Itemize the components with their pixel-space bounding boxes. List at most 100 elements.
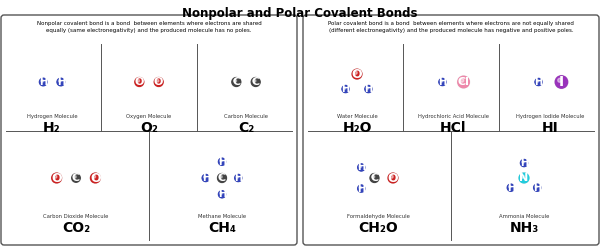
Circle shape [520,174,528,182]
Circle shape [57,78,65,86]
Text: O: O [388,171,398,184]
Circle shape [519,173,529,183]
Text: O: O [134,77,144,87]
Circle shape [235,175,241,181]
Circle shape [458,76,470,88]
Text: H₂O: H₂O [342,121,372,135]
Text: CH₂O: CH₂O [358,221,398,235]
Text: H: H [234,173,242,183]
Circle shape [252,78,260,86]
Text: H: H [341,84,350,94]
Text: O: O [90,171,101,184]
Circle shape [52,173,62,183]
Circle shape [507,184,514,191]
Circle shape [39,78,47,86]
Text: C: C [251,77,260,87]
Circle shape [354,71,357,74]
Circle shape [155,78,163,86]
Text: Polar covalent bond is a bond  between elements where electrons are not equally : Polar covalent bond is a bond between el… [328,21,574,33]
Circle shape [235,174,242,182]
Circle shape [203,176,206,178]
Circle shape [535,185,538,188]
Text: H: H [357,184,365,194]
Circle shape [520,159,527,167]
Text: H: H [533,183,541,193]
Circle shape [52,173,61,183]
Text: HI: HI [542,121,559,135]
Text: Water Molecule: Water Molecule [337,114,377,119]
Circle shape [389,174,397,182]
Circle shape [534,184,540,191]
Text: H: H [218,157,226,167]
Text: Methane Molecule: Methane Molecule [198,214,246,219]
Circle shape [352,69,362,79]
Circle shape [90,173,100,183]
Circle shape [358,185,365,192]
Circle shape [358,164,364,170]
Circle shape [232,77,241,86]
Circle shape [358,164,365,171]
Text: Ammonia Molecule: Ammonia Molecule [499,214,549,219]
Circle shape [352,69,362,79]
Text: O: O [352,68,362,81]
Circle shape [220,160,222,162]
Text: NH₃: NH₃ [509,221,539,235]
Text: H: H [439,77,446,87]
Circle shape [533,184,541,191]
Circle shape [388,173,398,183]
Circle shape [232,77,241,87]
Circle shape [135,77,144,86]
Circle shape [137,79,139,82]
Circle shape [218,158,226,165]
Text: HCl: HCl [440,121,466,135]
Text: N: N [520,173,529,183]
Circle shape [220,192,222,194]
Circle shape [440,80,443,82]
Circle shape [388,173,398,183]
Circle shape [358,185,364,192]
Circle shape [535,78,542,86]
Text: CH₄: CH₄ [208,221,236,235]
Circle shape [218,174,226,182]
Text: C: C [232,77,241,87]
Circle shape [253,79,256,82]
Circle shape [370,173,379,183]
Circle shape [91,173,100,183]
Text: H₂: H₂ [43,121,61,135]
Circle shape [40,78,47,86]
Circle shape [251,77,260,87]
Circle shape [535,79,542,85]
Circle shape [73,174,80,182]
Circle shape [556,77,567,87]
Circle shape [202,174,209,182]
Circle shape [154,77,163,86]
Text: Cl: Cl [458,77,469,87]
Circle shape [458,76,469,88]
Circle shape [73,175,76,178]
Text: H: H [202,173,210,183]
Circle shape [58,79,64,85]
Circle shape [342,86,349,92]
Circle shape [219,159,225,165]
Circle shape [218,191,226,198]
Text: C: C [370,173,379,183]
Circle shape [555,76,568,89]
Circle shape [439,78,446,86]
Circle shape [71,174,80,182]
Circle shape [521,175,524,178]
Circle shape [536,80,539,82]
Circle shape [92,175,95,178]
Text: C: C [218,173,226,183]
Circle shape [203,175,209,181]
Circle shape [217,173,227,183]
Circle shape [509,185,511,188]
Text: H: H [218,189,226,199]
Circle shape [202,174,209,182]
Text: Carbon Molecule: Carbon Molecule [224,114,268,119]
Text: H: H [39,77,47,87]
Text: H: H [507,183,515,193]
Circle shape [57,78,65,86]
Text: H: H [535,77,542,87]
Circle shape [343,86,349,92]
Circle shape [52,174,61,182]
